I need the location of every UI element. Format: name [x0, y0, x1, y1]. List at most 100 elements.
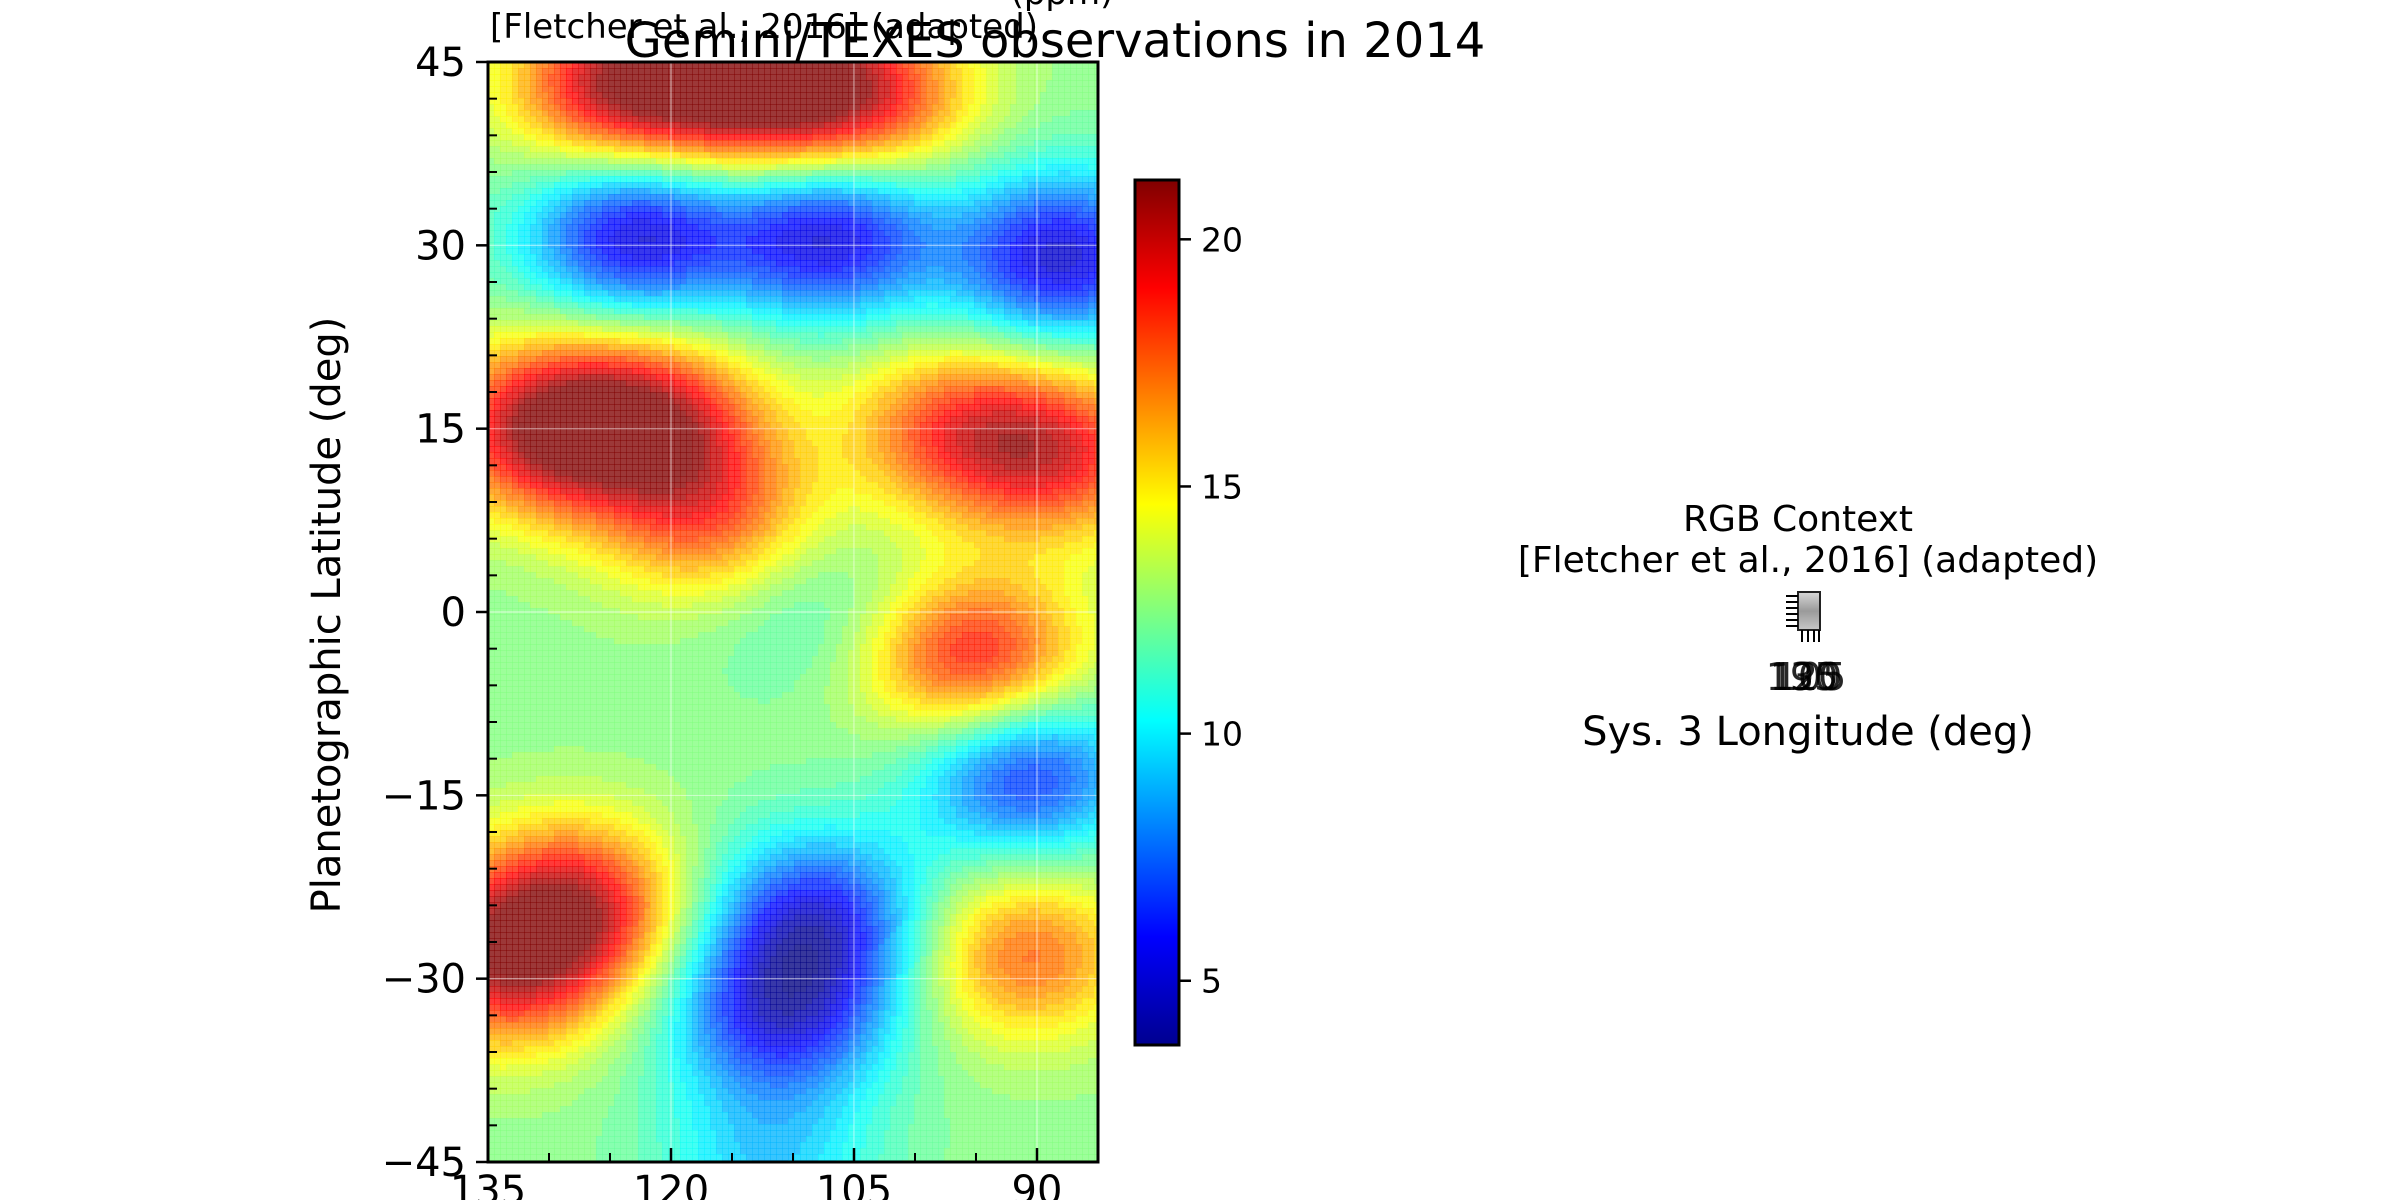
heatmap-cell	[572, 254, 579, 261]
heatmap-cell	[614, 158, 621, 165]
heatmap-cell	[560, 482, 567, 489]
heatmap-cell	[506, 884, 513, 891]
heatmap-cell	[554, 1070, 561, 1077]
heatmap-cell	[518, 872, 525, 879]
heatmap-cell	[512, 92, 519, 99]
heatmap-cell	[608, 776, 615, 783]
heatmap-cell	[632, 1082, 639, 1089]
heatmap-cell	[572, 1130, 579, 1137]
heatmap-cell	[644, 896, 651, 903]
heatmap-cell	[638, 830, 645, 837]
heatmap-cell	[530, 734, 537, 741]
heatmap-cell	[530, 386, 537, 393]
heatmap-cell	[548, 452, 555, 459]
heatmap-cell	[512, 158, 519, 165]
heatmap-cell	[560, 632, 567, 639]
heatmap-cell	[560, 464, 567, 471]
heatmap-cell	[572, 638, 579, 645]
heatmap-cell	[578, 392, 585, 399]
heatmap-cell	[554, 560, 561, 567]
heatmap-cell	[644, 770, 651, 777]
heatmap-cell	[524, 350, 531, 357]
heatmap-cell	[572, 1136, 579, 1143]
heatmap-cell	[620, 254, 627, 261]
heatmap-cell	[488, 194, 495, 201]
heatmap-cell	[524, 380, 531, 387]
heatmap-cell	[644, 680, 651, 687]
heatmap-cell	[602, 764, 609, 771]
heatmap-cell	[506, 800, 513, 807]
heatmap-cell	[512, 1142, 519, 1149]
heatmap-cell	[566, 944, 573, 951]
heatmap-cell	[572, 770, 579, 777]
heatmap-cell	[638, 206, 645, 213]
heatmap-cell	[518, 842, 525, 849]
heatmap-cell	[554, 614, 561, 621]
heatmap-cell	[500, 764, 507, 771]
heatmap-cell	[632, 452, 639, 459]
heatmap-cell	[590, 452, 597, 459]
heatmap-cell	[602, 110, 609, 117]
heatmap-cell	[506, 176, 513, 183]
heatmap-cell	[506, 548, 513, 555]
heatmap-cell	[608, 500, 615, 507]
heatmap-cell	[632, 566, 639, 573]
heatmap-cell	[638, 368, 645, 375]
heatmap-cell	[590, 1070, 597, 1077]
heatmap-cell	[524, 164, 531, 171]
heatmap-cell	[506, 992, 513, 999]
heatmap-cell	[632, 962, 639, 969]
heatmap-cell	[596, 740, 603, 747]
heatmap-cell	[620, 674, 627, 681]
heatmap-cell	[560, 590, 567, 597]
heatmap-cell	[524, 470, 531, 477]
heatmap-cell	[512, 116, 519, 123]
heatmap-cell	[554, 1136, 561, 1143]
heatmap-cell	[608, 128, 615, 135]
heatmap-cell	[512, 476, 519, 483]
heatmap-cell	[632, 704, 639, 711]
heatmap-cell	[590, 1004, 597, 1011]
heatmap-cell	[524, 254, 531, 261]
heatmap-cell	[494, 116, 501, 123]
heatmap-cell	[500, 344, 507, 351]
heatmap-cell	[518, 386, 525, 393]
heatmap-cell	[488, 1112, 495, 1119]
heatmap-cell	[566, 206, 573, 213]
heatmap-cell	[566, 218, 573, 225]
heatmap-cell	[572, 842, 579, 849]
heatmap-cell	[548, 62, 555, 69]
heatmap-cell	[548, 434, 555, 441]
heatmap-cell	[644, 284, 651, 291]
heatmap-cell	[644, 854, 651, 861]
heatmap-cell	[560, 104, 567, 111]
heatmap-cell	[512, 980, 519, 987]
heatmap-cell	[578, 278, 585, 285]
heatmap-cell	[584, 368, 591, 375]
heatmap-cell	[620, 980, 627, 987]
heatmap-cell	[560, 320, 567, 327]
heatmap-cell	[530, 428, 537, 435]
heatmap-cell	[608, 824, 615, 831]
heatmap-cell	[602, 470, 609, 477]
heatmap-cell	[500, 368, 507, 375]
heatmap-cell	[614, 626, 621, 633]
heatmap-cell	[590, 878, 597, 885]
heatmap-cell	[632, 1118, 639, 1125]
heatmap-cell	[638, 536, 645, 543]
heatmap-cell	[644, 500, 651, 507]
heatmap-cell	[536, 1100, 543, 1107]
heatmap-cell	[578, 458, 585, 465]
heatmap-cell	[530, 380, 537, 387]
heatmap-cell	[560, 860, 567, 867]
heatmap-cell	[608, 914, 615, 921]
heatmap-cell	[560, 698, 567, 705]
heatmap-cell	[524, 614, 531, 621]
heatmap-cell	[620, 920, 627, 927]
heatmap-cell	[626, 854, 633, 861]
heatmap-cell	[494, 344, 501, 351]
heatmap-cell	[632, 134, 639, 141]
heatmap-cell	[584, 500, 591, 507]
heatmap-cell	[596, 476, 603, 483]
heatmap-cell	[530, 578, 537, 585]
